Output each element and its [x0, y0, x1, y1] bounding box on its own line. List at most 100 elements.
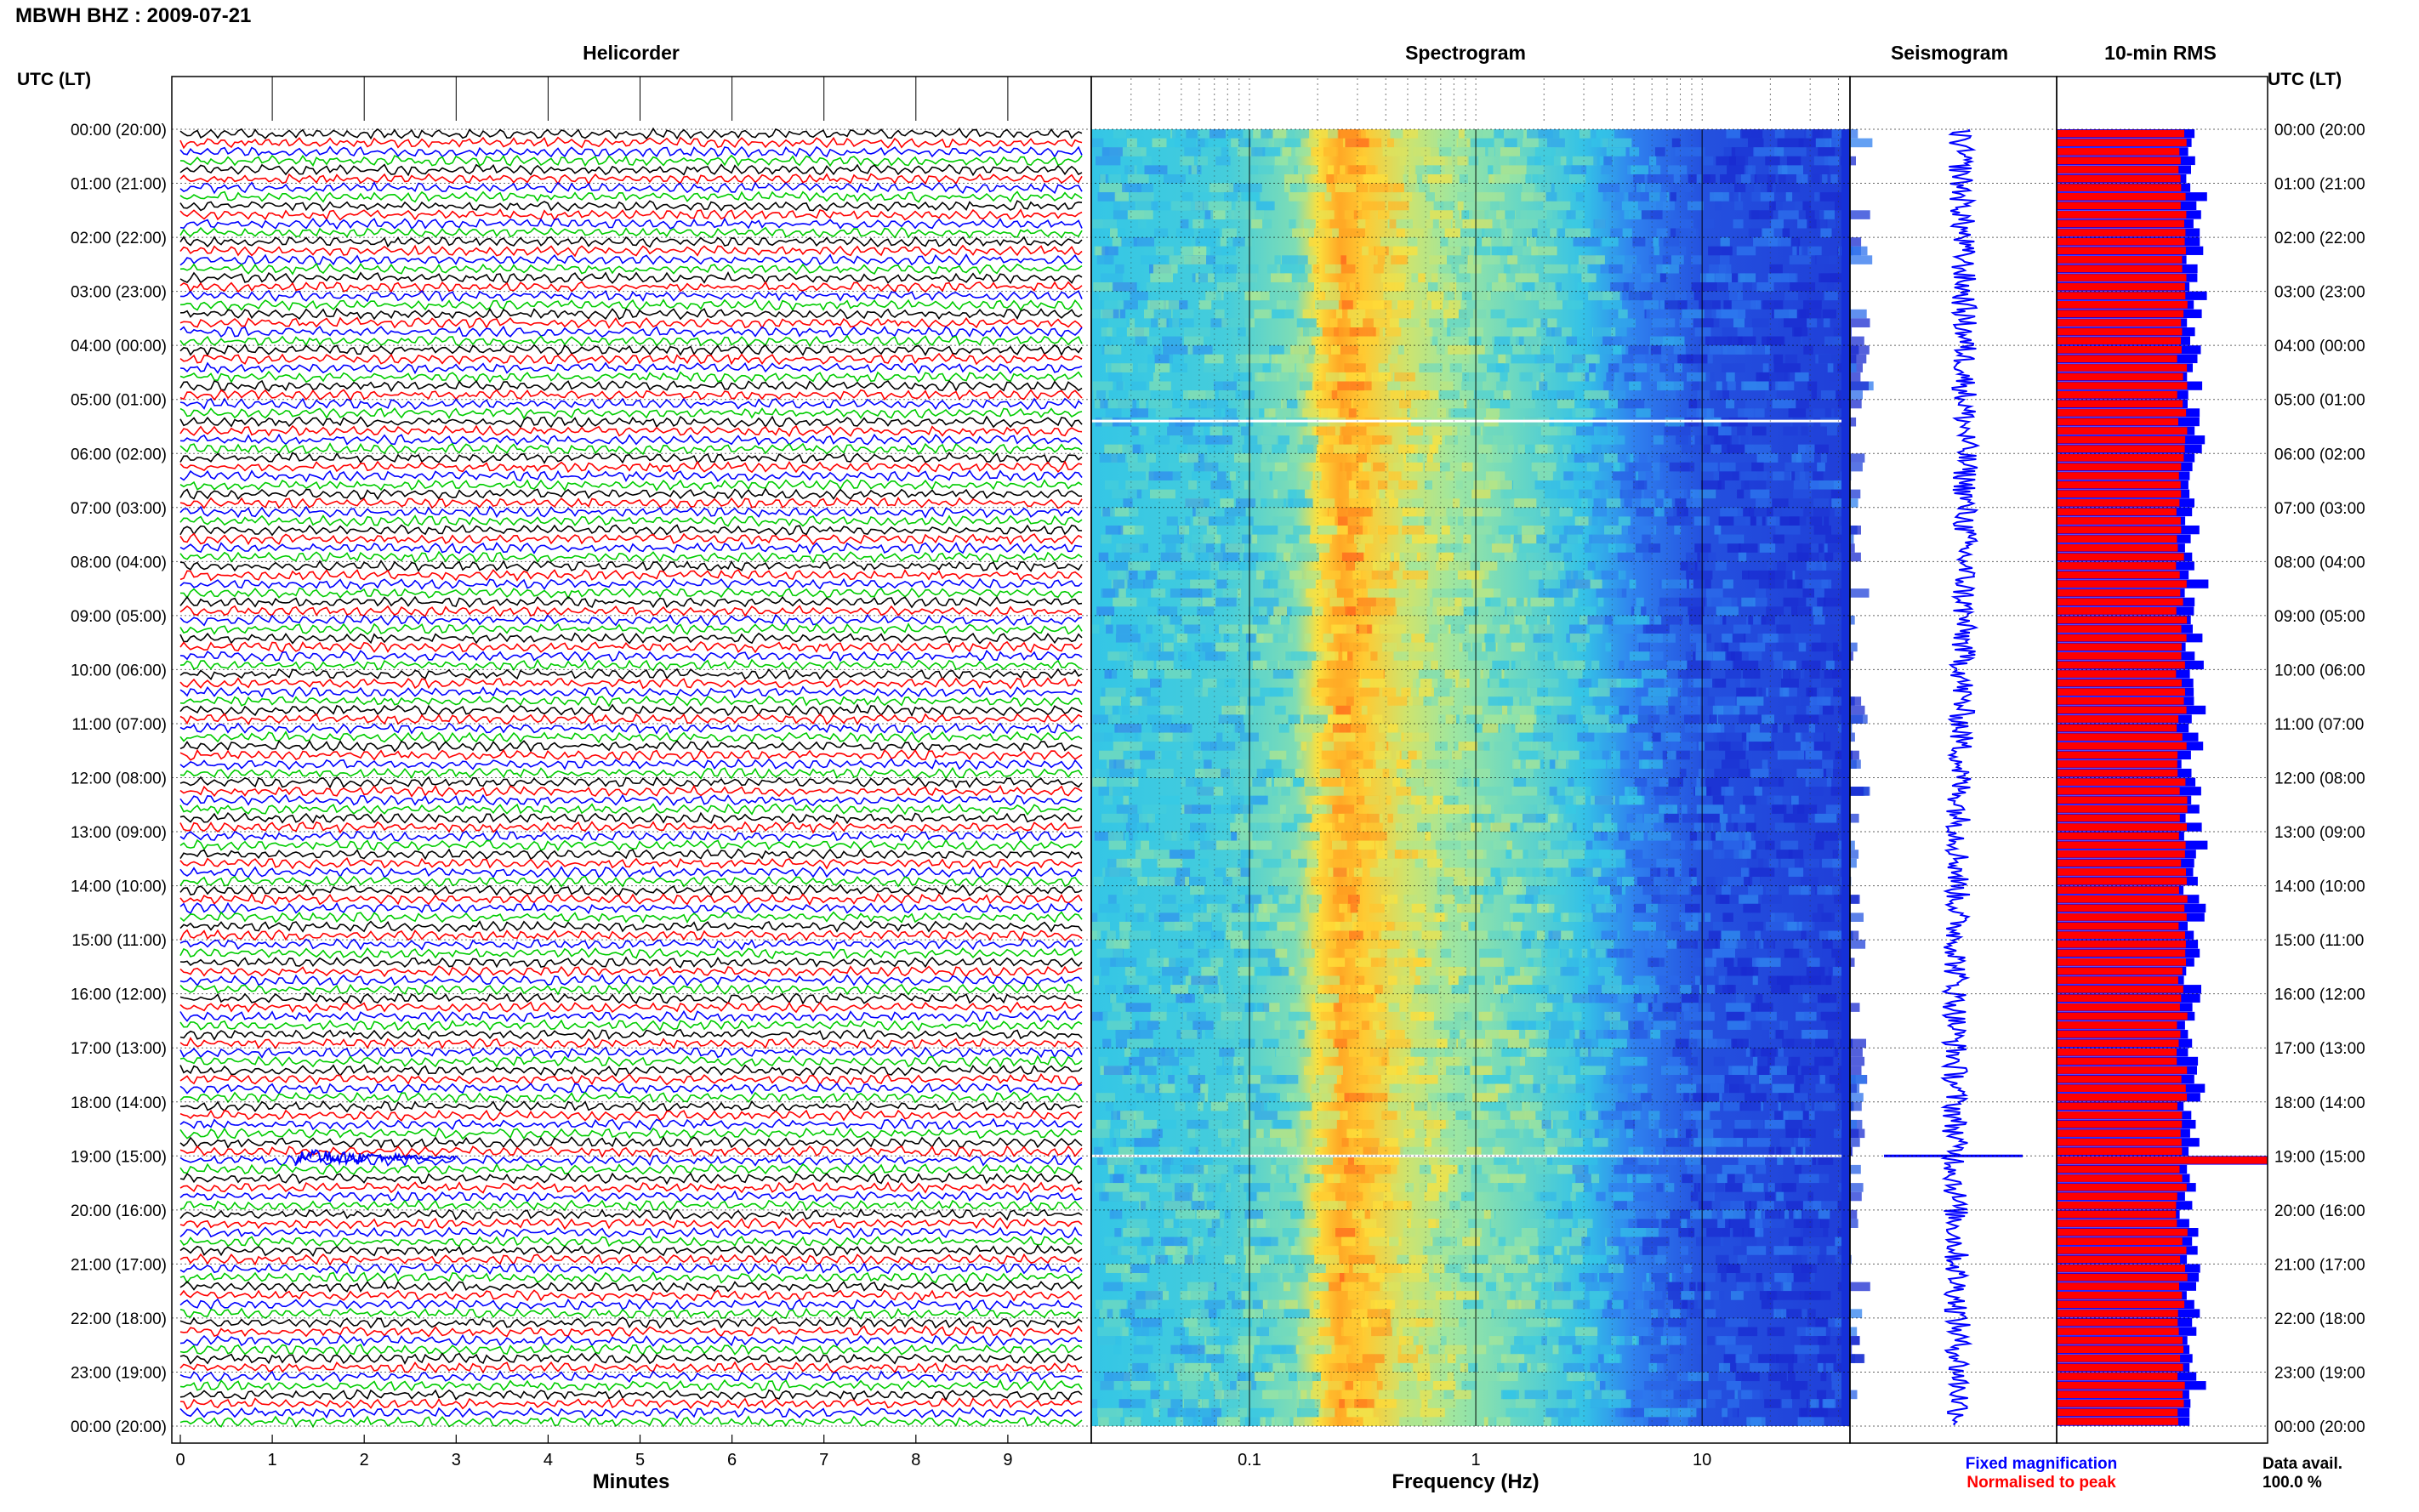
spectrogram-cell [1354, 975, 1365, 986]
spectrogram-cell [1366, 561, 1391, 571]
spectrogram-cell [1250, 795, 1268, 805]
spectrogram-cell [1799, 471, 1806, 480]
spectrogram-cell [1514, 498, 1537, 508]
spectrogram-cell [1357, 669, 1384, 679]
spectrogram-cell [1557, 399, 1575, 409]
spectrogram-cell [1116, 804, 1138, 814]
spectrogram-cell [1149, 1209, 1164, 1219]
spectrogram-cell [1738, 1156, 1765, 1165]
spectrogram-cell [1193, 742, 1200, 751]
spectrogram-cell [1168, 318, 1194, 327]
spectrogram-cell [1806, 966, 1825, 976]
spectrogram-cell [1591, 444, 1602, 454]
spectrogram-cell [1671, 138, 1681, 148]
spectrogram-cell [1819, 174, 1828, 184]
spectrogram-cell [1241, 534, 1253, 544]
spectrogram-cell [1204, 985, 1219, 994]
spectrogram-cell [1687, 201, 1704, 211]
spectrogram-cell [1154, 435, 1170, 445]
helicorder-trace [179, 911, 1083, 924]
helicorder-trace [179, 766, 1083, 780]
spectrogram-cell [1835, 201, 1848, 211]
spectrogram-cell [1494, 1038, 1505, 1049]
spectrogram-cell [1612, 471, 1636, 480]
spectrogram-cell [1542, 570, 1558, 580]
spectrogram-cell [1429, 318, 1443, 327]
spectrogram-cell [1501, 345, 1525, 355]
spectrogram-cell [1784, 318, 1807, 327]
spectrogram-cell [1631, 1083, 1648, 1094]
spectrogram-cell [1535, 1030, 1549, 1039]
spectrogram-cell [1613, 1191, 1636, 1202]
spectrogram-cell [1316, 426, 1335, 436]
spectrogram-cell [1215, 642, 1239, 652]
spectrogram-cell [1794, 1083, 1801, 1094]
spectrogram-cell [1714, 768, 1739, 778]
spectrogram-cell [1511, 705, 1534, 715]
spectrogram-cell [1222, 552, 1240, 562]
spectrogram-cell [1581, 1066, 1590, 1075]
spectrogram-cell [1261, 462, 1275, 472]
spectrogram-cell [1795, 732, 1803, 742]
spectrogram-cell [1789, 669, 1801, 679]
legend-fixed: Fixed magnification [1966, 1455, 2117, 1473]
spectrogram-cell [1753, 615, 1762, 625]
spectrogram-cell [1740, 129, 1763, 139]
spectrogram-cell [1154, 363, 1170, 372]
spectrogram-cell [1522, 940, 1532, 949]
spectrogram-cell [1438, 1111, 1454, 1120]
spectrogram-cell [1526, 561, 1547, 571]
spectrogram-cell [1195, 507, 1215, 517]
spectrogram-cell [1495, 1083, 1509, 1094]
spectrogram-cell [1280, 1138, 1297, 1147]
spectrogram-cell [1420, 390, 1426, 400]
spectrogram-cell [1741, 732, 1750, 742]
spectrogram-cell [1732, 634, 1746, 643]
spectrogram-cell [1358, 768, 1383, 778]
spectrogram-cell [1574, 1030, 1581, 1039]
spectrogram-cell [1298, 165, 1318, 174]
spectrogram-cell [1221, 228, 1237, 238]
spectrogram-cell [1502, 219, 1512, 229]
spectrogram-cell [1328, 714, 1352, 724]
spectrogram-cell [1470, 895, 1483, 904]
helicorder-trace [179, 613, 1083, 627]
spectrogram-cell [1215, 1066, 1232, 1075]
spectrogram-cell [1130, 408, 1148, 418]
spectrogram-cell [1685, 1056, 1698, 1066]
spectrogram-cell [1236, 273, 1257, 282]
spectrogram-cell [1543, 858, 1568, 868]
spectrogram-cell [1479, 948, 1502, 958]
spectrogram-cell [1819, 273, 1840, 282]
spectrogram-cell [1535, 742, 1551, 751]
spectrogram-cell [1547, 1038, 1566, 1049]
spectrogram-cell [1490, 822, 1511, 833]
spectrogram-cell [1335, 192, 1343, 202]
spectrogram-cell [1637, 877, 1654, 886]
helicorder-trace [179, 857, 1083, 870]
spectrogram-cell [1339, 372, 1366, 382]
spectrogram-cell [1237, 147, 1255, 156]
spectrogram-cell [1279, 867, 1306, 877]
spectrogram-cell [1501, 228, 1513, 238]
spectrogram-cell [1512, 246, 1539, 256]
spectrogram-cell [1176, 444, 1188, 454]
spectrogram-cell [1210, 1236, 1222, 1247]
spectrogram-cell [1118, 1146, 1135, 1157]
spectrogram-cell [1503, 264, 1528, 274]
spectrogram-cell [1312, 840, 1322, 850]
spectrogram-cell [1274, 156, 1289, 166]
spectrogram-cell [1381, 1056, 1387, 1066]
spectrogram-cell [1320, 408, 1329, 418]
spectrogram-cell [1624, 498, 1632, 508]
spectrogram-cell [1614, 462, 1629, 472]
spectrogram-cell [1632, 921, 1656, 931]
spectrogram-cell [1152, 966, 1159, 976]
spectrogram-cell [1151, 1164, 1158, 1174]
helicorder-trace [179, 713, 1083, 725]
spectrogram-cell [1808, 471, 1824, 480]
spectrogram-cell [1091, 912, 1099, 922]
spectrogram-cell [1448, 975, 1464, 986]
spectrogram-cell [1801, 174, 1812, 184]
spectrogram-cell [1302, 408, 1319, 418]
